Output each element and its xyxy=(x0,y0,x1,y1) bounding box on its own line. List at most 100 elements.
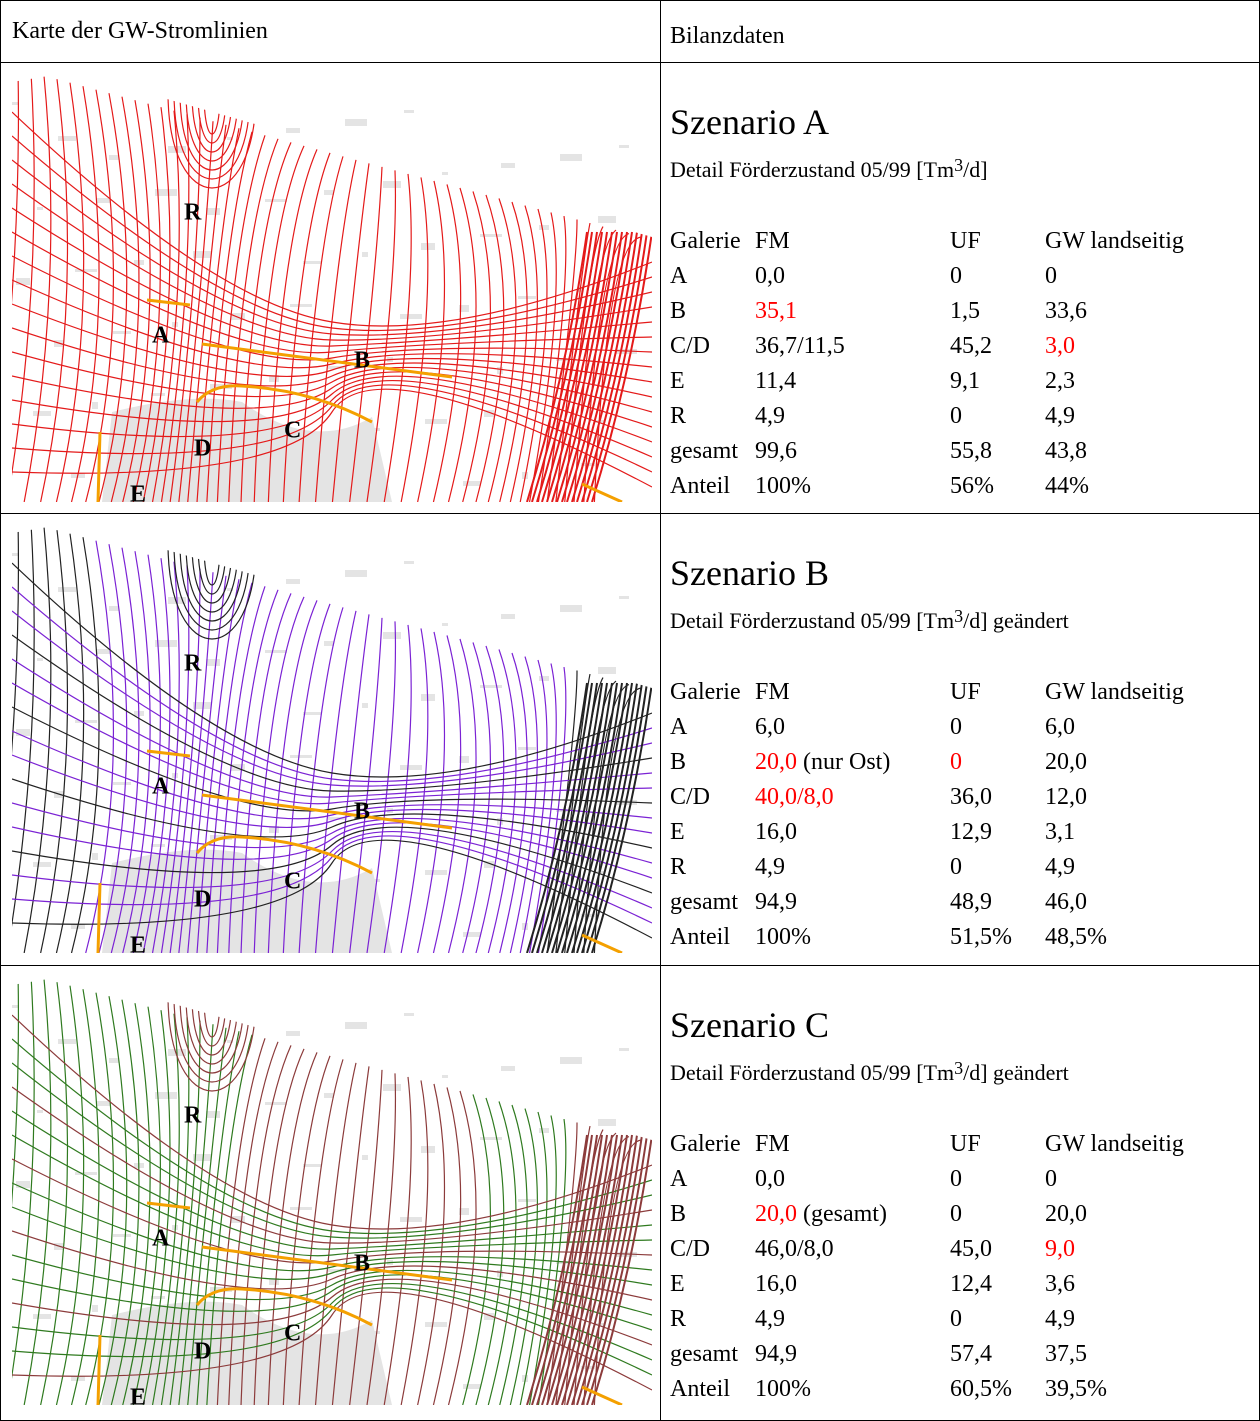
well-loop xyxy=(186,543,238,612)
table-cell: 45,2 xyxy=(950,332,992,360)
map-label: E xyxy=(130,482,146,503)
border xyxy=(660,0,661,1421)
border xyxy=(0,965,1260,966)
map-feature xyxy=(404,1013,414,1016)
table-cell: A xyxy=(670,1165,687,1193)
streamline xyxy=(12,72,34,502)
table-cell: 99,6 xyxy=(755,437,797,465)
map-feature xyxy=(58,1039,76,1044)
streamline xyxy=(72,989,100,1405)
table-cell: 12,0 xyxy=(1045,783,1087,811)
table-cell: C/D xyxy=(670,783,710,811)
cell-segment: 20,0 xyxy=(755,1201,797,1227)
map-feature xyxy=(265,199,287,202)
cell-segment: (gesamt) xyxy=(797,1201,887,1227)
table-cell: R xyxy=(670,1305,686,1333)
table-cell: 37,5 xyxy=(1045,1340,1087,1368)
subtitle-segment: 3 xyxy=(954,155,963,175)
table-cell: 48,9 xyxy=(950,888,992,916)
map-feature xyxy=(92,1305,98,1312)
table-header-cell: UF xyxy=(950,227,981,255)
gallery xyxy=(98,432,100,502)
table-cell: gesamt xyxy=(670,437,738,465)
equipotential xyxy=(12,1207,652,1285)
streamline xyxy=(500,202,527,502)
streamline xyxy=(520,660,547,953)
table-cell: R xyxy=(670,853,686,881)
table-cell: A xyxy=(670,262,687,290)
table-cell: 48,5% xyxy=(1045,923,1107,951)
streamline xyxy=(24,76,51,502)
map-feature xyxy=(463,1384,481,1389)
map-feature xyxy=(383,1084,401,1091)
map-feature xyxy=(109,606,119,611)
table-cell: 45,0 xyxy=(950,1235,992,1263)
table-cell: 0 xyxy=(950,262,962,290)
map-feature xyxy=(303,1164,321,1167)
map-label: C xyxy=(284,869,301,895)
subtitle-segment: /d] xyxy=(963,157,987,182)
table-cell: 4,9 xyxy=(1045,853,1075,881)
table-cell: Anteil xyxy=(670,923,730,951)
map-feature xyxy=(362,252,368,257)
map-feature xyxy=(286,128,300,133)
map-label: A xyxy=(152,1226,170,1252)
map-feature xyxy=(619,145,629,148)
map-feature xyxy=(96,198,110,203)
map-label: R xyxy=(184,651,202,677)
border xyxy=(0,0,1,1421)
scenario-title: Szenario B xyxy=(670,553,829,593)
subtitle-segment: 3 xyxy=(954,1058,963,1078)
table-cell: 0 xyxy=(950,1305,962,1333)
table-cell: B xyxy=(670,1200,686,1228)
table-cell: 3,6 xyxy=(1045,1270,1075,1298)
map-feature xyxy=(383,181,401,188)
table-cell: 51,5% xyxy=(950,923,1012,951)
map-feature xyxy=(442,623,448,626)
table-cell: 94,9 xyxy=(755,888,797,916)
table-cell: 20,0 (nur Ost) xyxy=(755,748,890,776)
table-cell: 0 xyxy=(950,853,962,881)
streamline xyxy=(500,653,527,953)
border xyxy=(0,62,1260,63)
map-feature xyxy=(362,1155,368,1160)
streamline xyxy=(12,975,34,1405)
map-feature xyxy=(265,650,287,653)
map-feature xyxy=(501,614,515,619)
streamline xyxy=(24,527,51,953)
map-feature xyxy=(12,553,18,556)
table-cell: 60,5% xyxy=(950,1375,1012,1403)
map-feature xyxy=(501,163,515,168)
map-label: C xyxy=(284,1321,301,1347)
scenario-subtitle: Detail Förderzustand 05/99 [Tm3/d] xyxy=(670,156,988,184)
table-cell: 4,9 xyxy=(1045,1305,1075,1333)
streamline xyxy=(449,1091,477,1405)
table-cell: 46,0 xyxy=(1045,888,1087,916)
table-cell: 0 xyxy=(1045,1165,1057,1193)
streamline xyxy=(12,523,34,953)
table-cell: B xyxy=(670,748,686,776)
well-loop xyxy=(204,543,220,585)
table-cell: 16,0 xyxy=(755,1270,797,1298)
map-label: A xyxy=(152,774,170,800)
map-feature xyxy=(96,649,110,654)
map-feature xyxy=(113,1234,131,1237)
map-feature xyxy=(92,853,98,860)
map-label: R xyxy=(184,1103,202,1129)
map-feature xyxy=(539,676,549,681)
map-label: D xyxy=(194,887,211,913)
map-feature xyxy=(290,755,312,758)
cell-segment: 9,0 xyxy=(1045,1236,1075,1262)
table-cell: 4,9 xyxy=(755,853,785,881)
table-cell: 12,4 xyxy=(950,1270,992,1298)
map-feature xyxy=(619,596,629,599)
map-feature xyxy=(324,1093,334,1098)
map-feature xyxy=(303,261,321,264)
table-cell: A xyxy=(670,713,687,741)
table-header-cell: GW landseitig xyxy=(1045,1130,1184,1158)
scenario-title: Szenario C xyxy=(670,1005,829,1045)
table-cell: 3,0 xyxy=(1045,332,1075,360)
table-cell: 0,0 xyxy=(755,1165,785,1193)
map-feature xyxy=(425,870,447,875)
table-cell: 1,5 xyxy=(950,297,980,325)
